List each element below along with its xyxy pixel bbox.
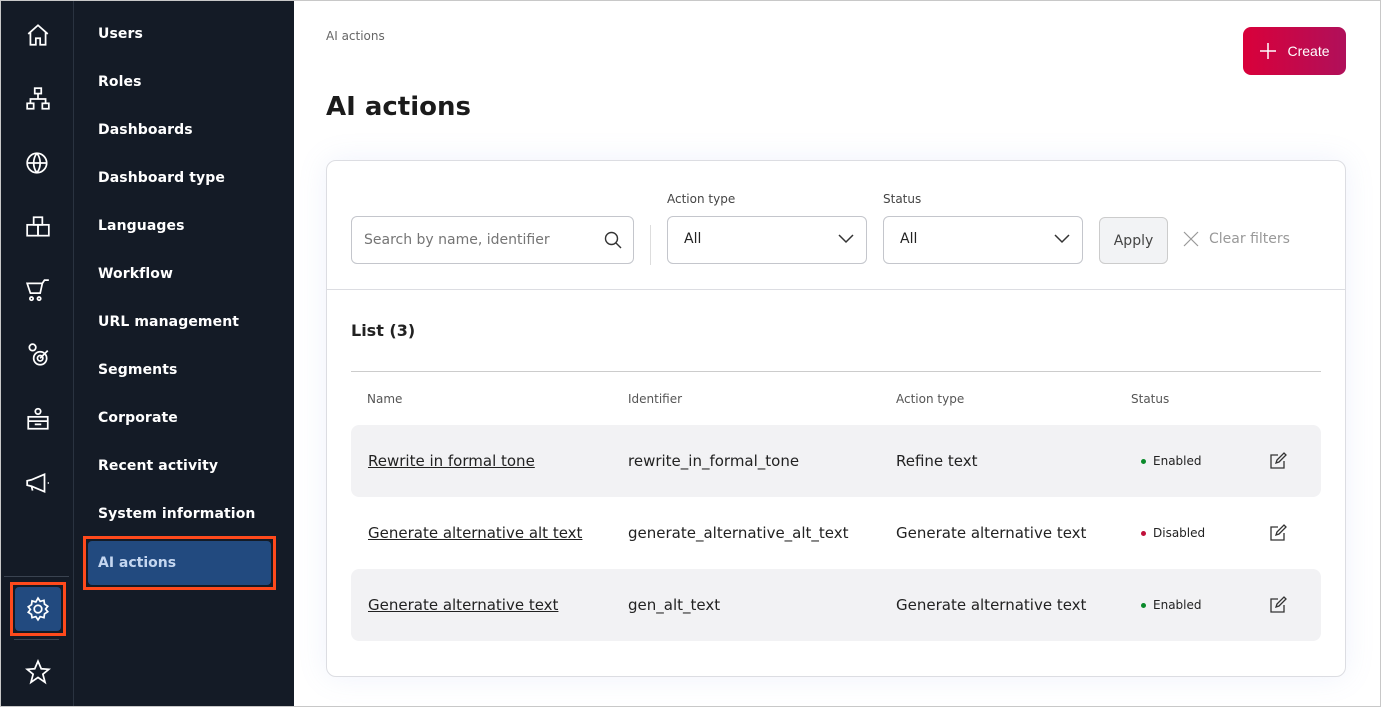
clear-filters-label: Clear filters xyxy=(1209,231,1290,247)
create-button[interactable]: Create xyxy=(1243,27,1346,75)
edit-icon[interactable] xyxy=(1269,524,1287,542)
status-text: Enabled xyxy=(1153,598,1202,612)
action-type-cell: Generate alternative text xyxy=(896,524,1087,542)
column-header-name[interactable]: Name xyxy=(367,392,403,406)
identifier-cell: rewrite_in_formal_tone xyxy=(628,452,800,470)
nav-item-languages[interactable]: Languages xyxy=(98,218,185,234)
nav-item-dashboards[interactable]: Dashboards xyxy=(98,122,193,138)
breadcrumb[interactable]: AI actions xyxy=(326,29,385,43)
nav-item-label: AI actions xyxy=(88,541,271,585)
divider xyxy=(14,639,59,640)
nav-item-roles[interactable]: Roles xyxy=(98,74,142,90)
action-name-link[interactable]: Generate alternative text xyxy=(368,596,559,614)
boxes-icon[interactable] xyxy=(23,212,53,242)
nav-item-dashboard-type[interactable]: Dashboard type xyxy=(98,170,225,186)
cart-icon[interactable] xyxy=(23,276,53,306)
nav-item-system-information[interactable]: System information xyxy=(98,506,256,522)
status-text: Enabled xyxy=(1153,454,1202,468)
action-name-link[interactable]: Rewrite in formal tone xyxy=(368,452,535,470)
search-input[interactable] xyxy=(351,216,634,264)
nav-item-url-management[interactable]: URL management xyxy=(98,314,240,330)
star-icon[interactable] xyxy=(23,657,53,687)
filter-bar: Action type All Status All Apply Clear f… xyxy=(327,161,1345,290)
action-name-link[interactable]: Generate alternative alt text xyxy=(368,524,583,542)
action-type-label: Action type xyxy=(667,192,736,206)
gear-icon xyxy=(26,596,50,622)
status-dot xyxy=(1141,458,1146,464)
action-type-select[interactable]: All xyxy=(667,216,867,264)
nav-item-ai-actions[interactable]: AI actions xyxy=(83,536,276,590)
status-dot xyxy=(1141,602,1146,608)
action-type-cell: Generate alternative text xyxy=(896,596,1087,614)
create-label: Create xyxy=(1287,43,1330,59)
main-content: AI actions AI actions Create Action type… xyxy=(294,0,1381,707)
settings-button[interactable] xyxy=(10,582,66,636)
clear-filters-button[interactable]: Clear filters xyxy=(1183,231,1290,247)
plus-icon xyxy=(1260,43,1277,59)
edit-icon[interactable] xyxy=(1269,452,1287,470)
icon-rail xyxy=(0,0,74,707)
chevron-down-icon xyxy=(1054,234,1070,244)
settings-nav: Users Roles Dashboards Dashboard type La… xyxy=(74,0,294,707)
nav-item-users[interactable]: Users xyxy=(98,26,143,42)
status-select[interactable]: All xyxy=(883,216,1083,264)
table-header: Name Identifier Action type Status xyxy=(351,371,1321,411)
status-text: Disabled xyxy=(1153,526,1206,540)
select-value: All xyxy=(684,231,702,247)
megaphone-icon[interactable] xyxy=(23,468,53,498)
status-badge: Disabled xyxy=(1141,526,1205,540)
chevron-down-icon xyxy=(838,234,854,244)
desk-user-icon[interactable] xyxy=(23,404,53,434)
identifier-cell: gen_alt_text xyxy=(628,596,721,614)
column-header-action-type[interactable]: Action type xyxy=(896,392,965,406)
nav-item-corporate[interactable]: Corporate xyxy=(98,410,178,426)
edit-icon[interactable] xyxy=(1269,596,1287,614)
status-label: Status xyxy=(883,192,922,206)
divider xyxy=(4,576,69,577)
select-value: All xyxy=(900,231,918,247)
apply-button[interactable]: Apply xyxy=(1099,217,1168,264)
ai-actions-card: Action type All Status All Apply Clear f… xyxy=(326,160,1346,677)
target-user-icon[interactable] xyxy=(23,340,53,370)
close-icon xyxy=(1183,231,1199,247)
nav-item-segments[interactable]: Segments xyxy=(98,362,178,378)
nav-item-recent-activity[interactable]: Recent activity xyxy=(98,458,219,474)
sitemap-icon[interactable] xyxy=(23,84,53,114)
status-badge: Enabled xyxy=(1141,598,1202,612)
table-row: Generate alternative alt text generate_a… xyxy=(351,497,1321,569)
column-header-identifier[interactable]: Identifier xyxy=(628,392,683,406)
list-title: List (3) xyxy=(351,321,416,340)
identifier-cell: generate_alternative_alt_text xyxy=(628,524,849,542)
status-dot xyxy=(1141,530,1146,536)
nav-item-workflow[interactable]: Workflow xyxy=(98,266,174,282)
divider xyxy=(650,225,651,265)
table-row: Rewrite in formal tone rewrite_in_formal… xyxy=(351,425,1321,497)
action-type-cell: Refine text xyxy=(896,452,978,470)
page-title: AI actions xyxy=(326,92,471,122)
column-header-status[interactable]: Status xyxy=(1131,392,1170,406)
table-row: Generate alternative text gen_alt_text G… xyxy=(351,569,1321,641)
home-icon[interactable] xyxy=(23,20,53,50)
status-badge: Enabled xyxy=(1141,454,1202,468)
globe-icon[interactable] xyxy=(23,148,53,178)
search-icon[interactable] xyxy=(604,231,622,249)
